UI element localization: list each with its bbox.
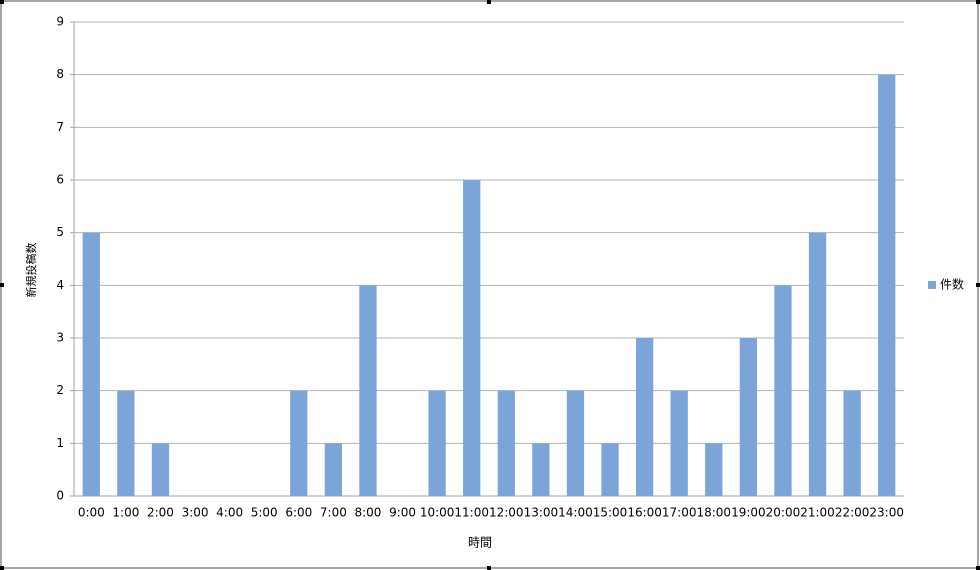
bar	[117, 390, 135, 496]
bar	[532, 443, 550, 496]
y-tick-label: 8	[56, 67, 64, 81]
legend-label: 件数	[940, 277, 964, 292]
bar	[774, 285, 792, 496]
bar	[635, 338, 654, 496]
bar	[324, 443, 343, 496]
y-tick-label: 2	[56, 383, 64, 397]
bar	[808, 232, 827, 496]
x-tick-label: 7:00	[320, 506, 347, 520]
bar	[705, 443, 723, 496]
y-tick-label: 6	[56, 173, 64, 187]
y-tick-label: 9	[56, 15, 64, 29]
x-tick-label: 1:00	[112, 506, 139, 520]
x-tick-label: 3:00	[182, 506, 209, 520]
y-tick-label: 4	[56, 278, 64, 292]
bar	[290, 390, 308, 496]
y-tick-label: 1	[56, 436, 64, 450]
x-tick-label: 17:00	[662, 506, 697, 520]
x-tick-label: 9:00	[389, 506, 416, 520]
x-tick-label: 6:00	[285, 506, 312, 520]
x-tick-label: 8:00	[354, 506, 381, 520]
bar	[82, 232, 100, 496]
x-tick-label: 4:00	[216, 506, 243, 520]
bar	[566, 390, 585, 496]
bar	[843, 390, 861, 496]
bar	[463, 180, 481, 496]
x-tick-label: 11:00	[454, 506, 489, 520]
x-tick-label: 0:00	[78, 506, 105, 520]
x-tick-label: 13:00	[524, 506, 559, 520]
x-tick-label: 21:00	[800, 506, 835, 520]
x-tick-label: 2:00	[147, 506, 174, 520]
bar	[428, 390, 446, 496]
x-tick-label: 5:00	[251, 506, 278, 520]
y-tick-label: 7	[56, 120, 64, 134]
x-axis-label: 時間	[468, 536, 492, 550]
x-tick-label: 19:00	[731, 506, 766, 520]
x-tick-label: 16:00	[627, 506, 662, 520]
bar	[359, 285, 377, 496]
bar	[878, 74, 896, 497]
x-tick-label: 18:00	[696, 506, 731, 520]
x-tick-label: 12:00	[489, 506, 524, 520]
bar	[739, 338, 758, 496]
bar	[497, 390, 515, 496]
x-tick-label: 10:00	[420, 506, 455, 520]
x-tick-label: 14:00	[558, 506, 593, 520]
y-axis-label: 新規投稿数	[24, 243, 38, 298]
legend-swatch	[928, 281, 936, 289]
x-tick-label: 15:00	[593, 506, 628, 520]
x-tick-label: 23:00	[869, 506, 904, 520]
bar	[601, 443, 619, 496]
y-tick-label: 0	[56, 489, 64, 503]
y-tick-label: 3	[56, 331, 64, 345]
bar	[670, 390, 688, 496]
x-tick-label: 20:00	[766, 506, 801, 520]
y-tick-label: 5	[56, 225, 64, 239]
bar	[151, 443, 170, 496]
x-tick-label: 22:00	[835, 506, 870, 520]
